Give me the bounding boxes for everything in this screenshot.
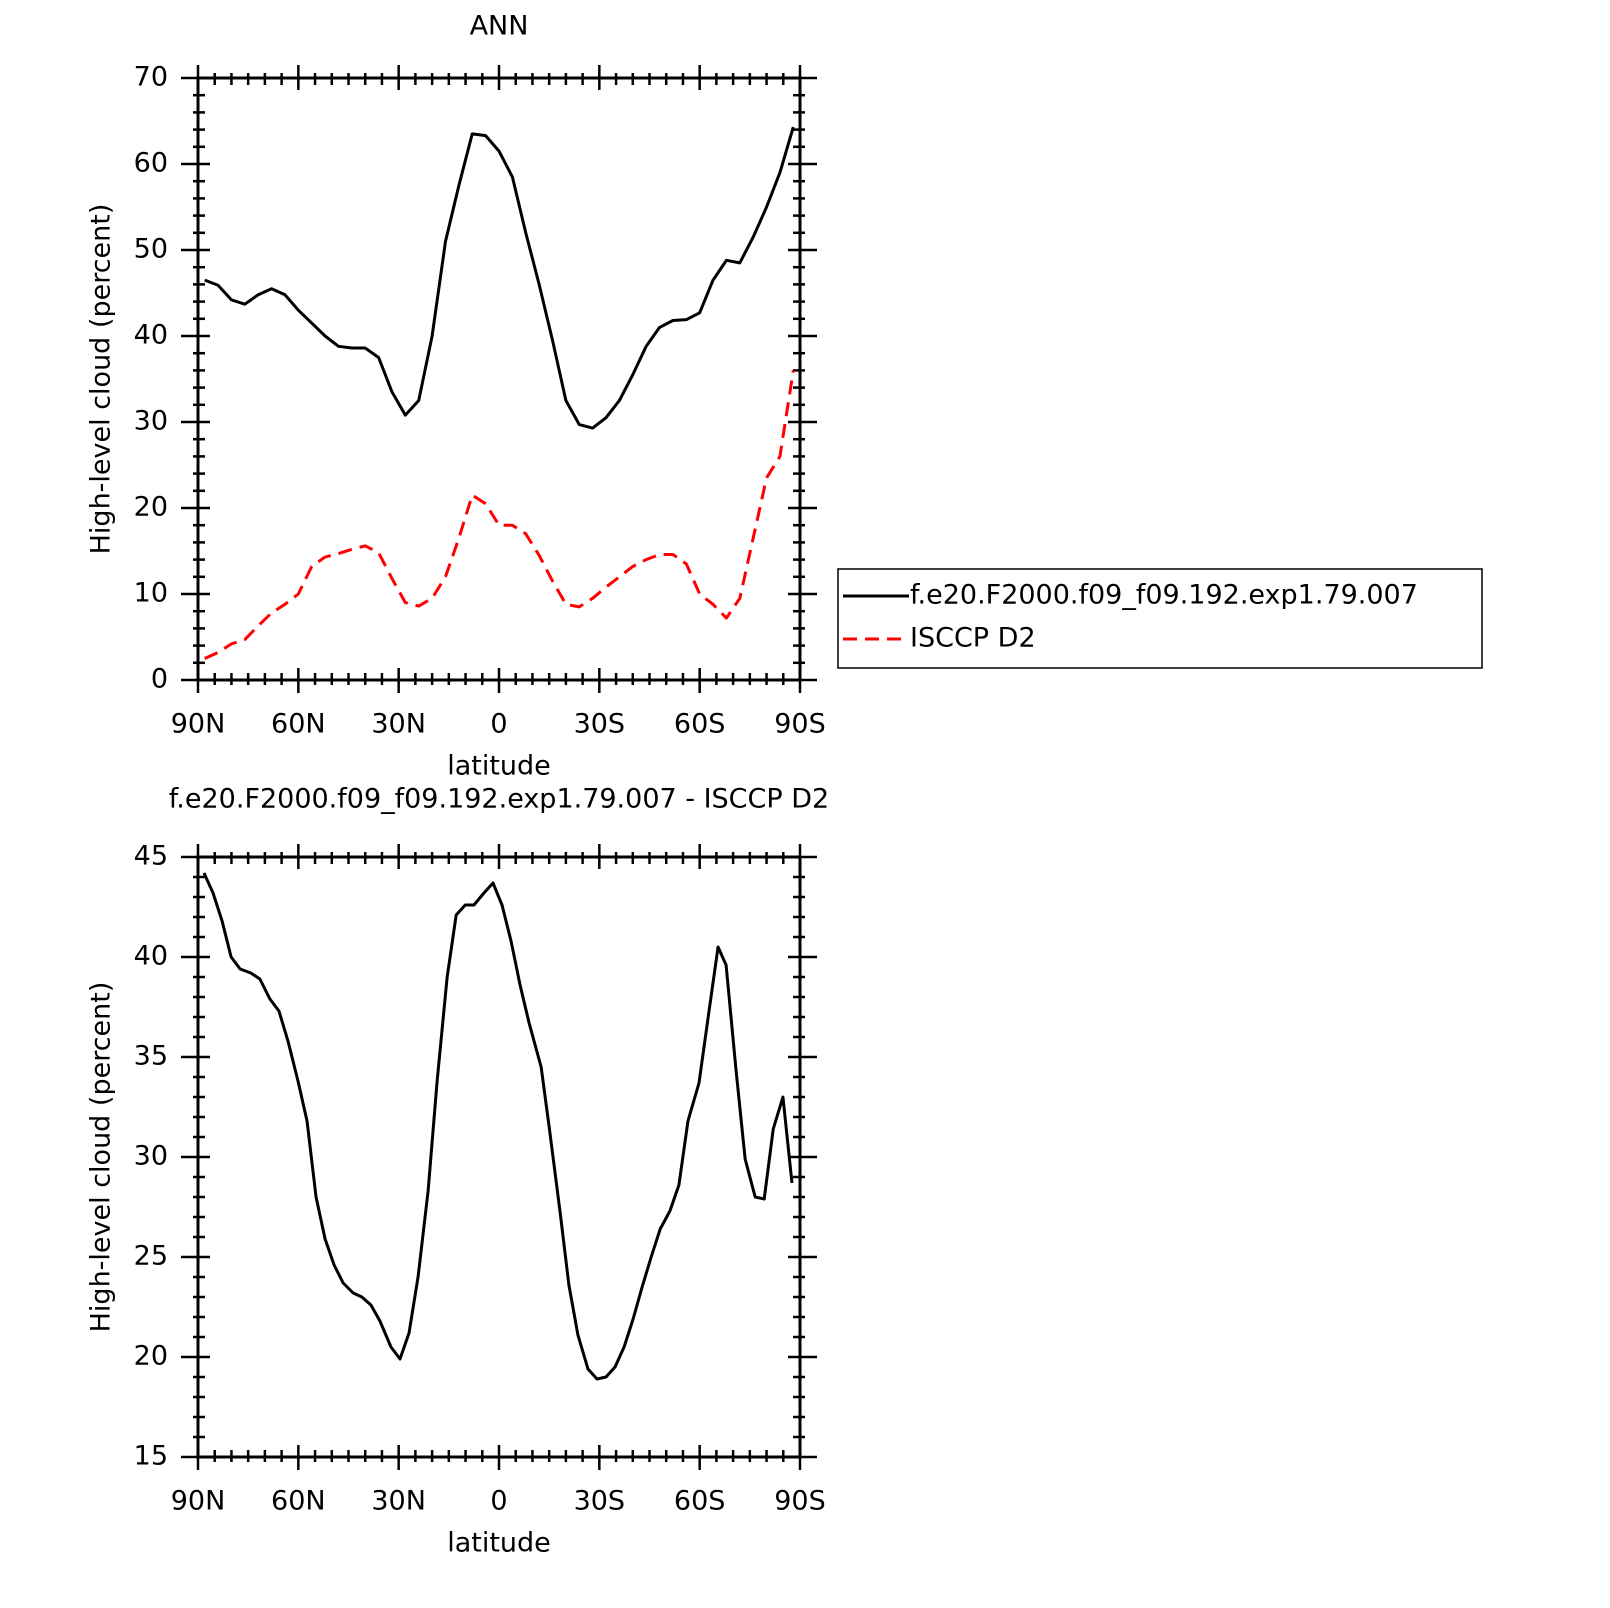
x-axis-label: latitude xyxy=(447,751,551,782)
x-tick-label: 90S xyxy=(774,709,826,740)
legend-label: f.e20.F2000.f09_f09.192.exp1.79.007 xyxy=(910,580,1418,611)
x-tick-label: 60S xyxy=(674,709,726,740)
x-tick-label: 90N xyxy=(171,709,226,740)
legend-label: ISCCP D2 xyxy=(910,623,1036,654)
y-tick-label: 40 xyxy=(134,320,168,351)
x-tick-label: 60S xyxy=(674,1486,726,1517)
chart-title: f.e20.F2000.f09_f09.192.exp1.79.007 - IS… xyxy=(169,784,829,815)
plot-frame xyxy=(196,76,802,682)
y-tick-label: 70 xyxy=(134,62,168,93)
x-tick-label: 60N xyxy=(271,1486,326,1517)
y-tick-label: 15 xyxy=(134,1441,168,1472)
y-tick-label: 10 xyxy=(134,578,168,609)
y-tick-label: 0 xyxy=(151,664,168,695)
x-tick-label: 0 xyxy=(490,1486,507,1517)
plot-frame xyxy=(196,855,802,1459)
y-tick-label: 25 xyxy=(134,1241,168,1272)
x-tick-label: 30S xyxy=(574,1486,626,1517)
y-axis-label: High-level cloud (percent) xyxy=(86,982,117,1333)
y-tick-label: 50 xyxy=(134,234,168,265)
y-tick-label: 35 xyxy=(134,1041,168,1072)
y-tick-label: 60 xyxy=(134,148,168,179)
data-line xyxy=(204,370,795,660)
data-line xyxy=(204,126,795,430)
y-tick-label: 40 xyxy=(134,941,168,972)
x-tick-label: 60N xyxy=(271,709,326,740)
data-line xyxy=(202,872,794,1381)
x-tick-label: 30N xyxy=(371,1486,426,1517)
y-tick-label: 30 xyxy=(134,406,168,437)
y-tick-label: 30 xyxy=(134,1141,168,1172)
x-axis-label: latitude xyxy=(447,1528,551,1559)
y-axis-label: High-level cloud (percent) xyxy=(86,204,117,555)
legend-box xyxy=(837,568,1483,669)
y-tick-label: 45 xyxy=(134,841,168,872)
x-tick-label: 0 xyxy=(490,709,507,740)
x-tick-label: 30N xyxy=(371,709,426,740)
chart-title: ANN xyxy=(470,11,529,42)
x-tick-label: 90N xyxy=(171,1486,226,1517)
x-tick-label: 90S xyxy=(774,1486,826,1517)
y-tick-label: 20 xyxy=(134,492,168,523)
x-tick-label: 30S xyxy=(574,709,626,740)
y-tick-label: 20 xyxy=(134,1341,168,1372)
